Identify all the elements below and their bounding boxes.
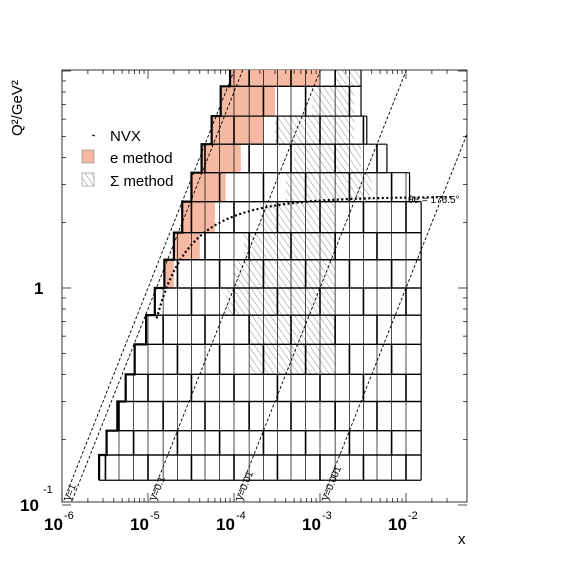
e-method-bin xyxy=(173,232,200,260)
y-tick-label: 10 xyxy=(20,496,39,515)
y-axis-title: Q²/GeV² xyxy=(9,80,26,136)
x-tick-label: 10 xyxy=(216,515,235,534)
nvx-boundary xyxy=(97,70,232,481)
x-tick-exponent: -5 xyxy=(150,510,160,522)
sigma-method-bin xyxy=(234,259,336,288)
sigma-method-bin xyxy=(335,70,362,87)
x-tick-label: 10 xyxy=(388,515,407,534)
theta-curve-label: θe = 176.5° xyxy=(408,195,460,206)
e-method-bin xyxy=(211,116,264,145)
sigma-method-bin xyxy=(225,288,336,316)
sigma-method-bin xyxy=(285,172,372,202)
e-method-bin xyxy=(230,70,320,87)
x-tick-exponent: -6 xyxy=(64,510,74,522)
legend-e-method-swatch xyxy=(81,149,95,164)
legend-e-method-label: e method xyxy=(110,150,173,167)
y-line xyxy=(320,132,467,502)
x-tick-exponent: -4 xyxy=(236,510,246,522)
y-line-label: y=0.01 xyxy=(235,469,257,502)
x-tick-label: 10 xyxy=(302,515,321,534)
legend-entry-nvx: NVX xyxy=(91,128,141,145)
sigma-method-bin xyxy=(294,144,362,173)
y-tick-label: 1 xyxy=(34,279,43,298)
sigma-method-bin xyxy=(259,201,336,233)
x-tick-exponent: -3 xyxy=(322,510,332,522)
x-tick-exponent: -2 xyxy=(408,510,418,522)
sigma-method-bin xyxy=(243,232,336,260)
e-method-bin xyxy=(182,201,215,233)
y-line xyxy=(71,70,244,502)
sigma-method-bin xyxy=(249,315,336,345)
sigma-method-bin xyxy=(311,86,355,117)
y-line xyxy=(234,70,407,502)
e-method-bin xyxy=(164,259,174,288)
legend-nvx-label: NVX xyxy=(110,128,141,145)
x-tick-label: 10 xyxy=(44,515,63,534)
legend: NVX e method Σ method xyxy=(81,128,173,190)
e-method-bin xyxy=(220,86,276,117)
legend-nvx-swatch xyxy=(91,134,96,137)
y-tick-exponent: -1 xyxy=(43,484,53,496)
x-axis-title: x xyxy=(458,531,466,548)
y-line-label: y=0.1 xyxy=(149,475,169,502)
y-line-label: y=1 xyxy=(63,482,79,502)
sigma-method-bin xyxy=(275,116,355,145)
legend-entry-sigma-method: Σ method xyxy=(81,172,173,190)
y-line xyxy=(148,70,321,502)
y-line xyxy=(62,70,235,502)
legend-sigma-method-swatch xyxy=(81,172,95,187)
legend-sigma-method-label: Σ method xyxy=(110,173,173,190)
x-tick-label: 10 xyxy=(130,515,149,534)
y-line-label: y=0.001 xyxy=(321,464,345,502)
legend-entry-e-method: e method xyxy=(81,149,173,167)
